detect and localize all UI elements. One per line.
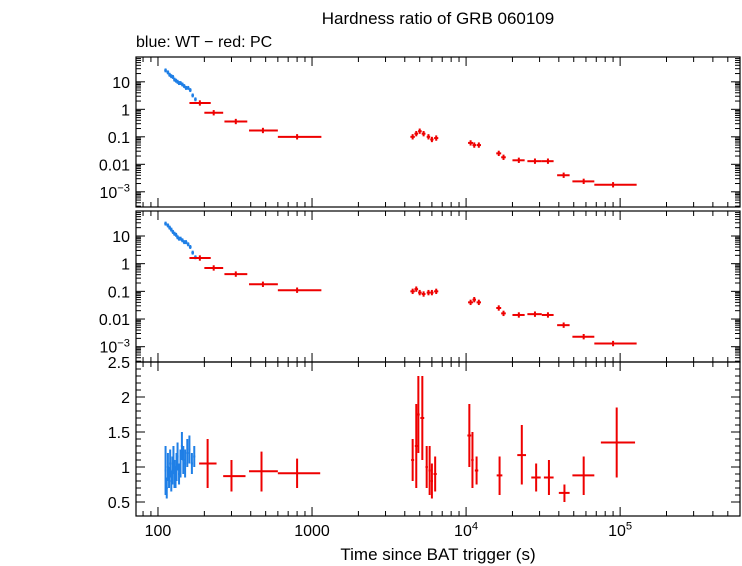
y-tick-label: 0.1 — [108, 284, 130, 301]
y-tick-label: 2 — [121, 390, 130, 407]
y-tick-label: 1.5 — [108, 425, 130, 442]
y-tick-label: 1 — [121, 102, 130, 119]
x-tick-label: 100 — [145, 523, 172, 540]
y-tick-label: 10−3 — [99, 337, 130, 356]
y-tick-label: 10 — [112, 229, 130, 246]
y-tick-label: 10−3 — [99, 182, 130, 201]
x-tick-label: 104 — [454, 521, 478, 540]
y-tick-label: 1 — [121, 257, 130, 274]
x-tick-label: 1000 — [294, 523, 330, 540]
y-tick-label: 0.5 — [108, 495, 130, 512]
chart-title: Hardness ratio of GRB 060109 — [322, 9, 554, 28]
y-tick-label: 10 — [112, 75, 130, 92]
x-tick-label: 105 — [608, 521, 632, 540]
y-tick-label: 0.01 — [99, 312, 130, 329]
panel-frame — [135, 210, 741, 363]
y-tick-label: 2.5 — [108, 355, 130, 372]
x-axis-label: Time since BAT trigger (s) — [340, 545, 535, 564]
y-tick-label: 0.01 — [99, 157, 130, 174]
y-tick-label: 0.1 — [108, 130, 130, 147]
chart-subtitle: blue: WT − red: PC — [136, 34, 272, 51]
plot-area: 1010.10.0110−31010.10.0110−32.521.510.51… — [99, 56, 741, 540]
panel-frame — [135, 361, 741, 517]
y-tick-label: 1 — [121, 460, 130, 477]
panel-frame — [135, 56, 741, 208]
